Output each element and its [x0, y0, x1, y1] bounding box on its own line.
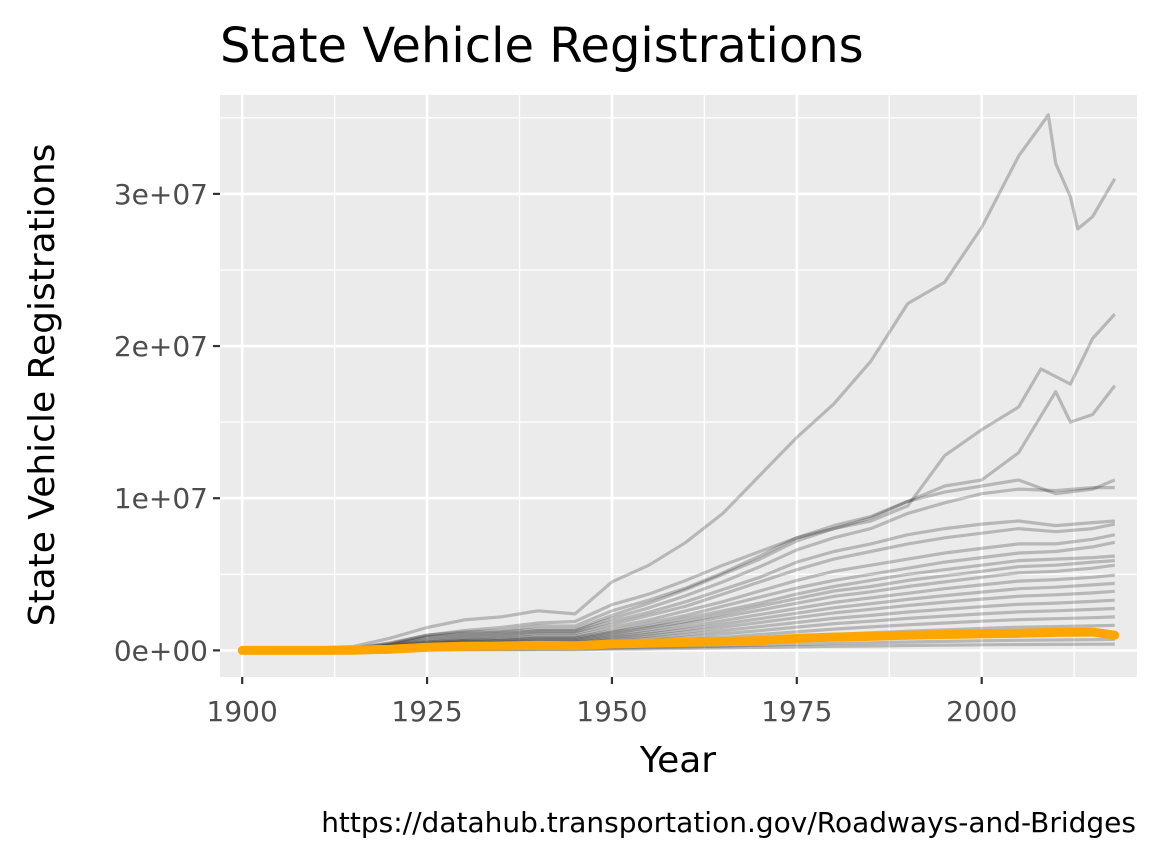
x-axis: 1900 1925 1950 1975 2000 [207, 677, 1017, 728]
x-tick-label: 1925 [391, 695, 462, 728]
state-series-line [242, 486, 1115, 652]
x-tick-label: 1975 [761, 695, 832, 728]
plot-area [220, 95, 1137, 677]
y-tick-label: 2e+07 [114, 330, 208, 363]
x-tick-label: 1900 [207, 695, 278, 728]
x-tick-label: 1950 [576, 695, 647, 728]
state-series-line [242, 478, 1116, 652]
x-axis-title: Year [639, 740, 716, 781]
state-series-line [242, 522, 1116, 652]
y-tick-label: 3e+07 [114, 178, 208, 211]
state-series-line [242, 533, 1116, 652]
y-axis: 0e+00 1e+07 2e+07 3e+07 [114, 178, 220, 667]
state-series-line [242, 554, 1115, 652]
x-tick-label: 2000 [946, 695, 1017, 728]
plot-background [220, 95, 1137, 677]
state-series-line [242, 313, 1116, 652]
y-tick-label: 0e+00 [114, 634, 208, 667]
chart-title: State Vehicle Registrations [220, 18, 864, 74]
highlight-series-line [237, 627, 1120, 655]
state-series-line [242, 384, 1117, 652]
state-series-line [242, 540, 1116, 652]
y-axis-title: State Vehicle Registrations [22, 144, 63, 627]
chart-caption: https://datahub.transportation.gov/Roadw… [321, 806, 1136, 839]
state-series-line [242, 519, 1115, 652]
state-series-line [242, 113, 1117, 652]
y-tick-label: 1e+07 [114, 482, 208, 515]
